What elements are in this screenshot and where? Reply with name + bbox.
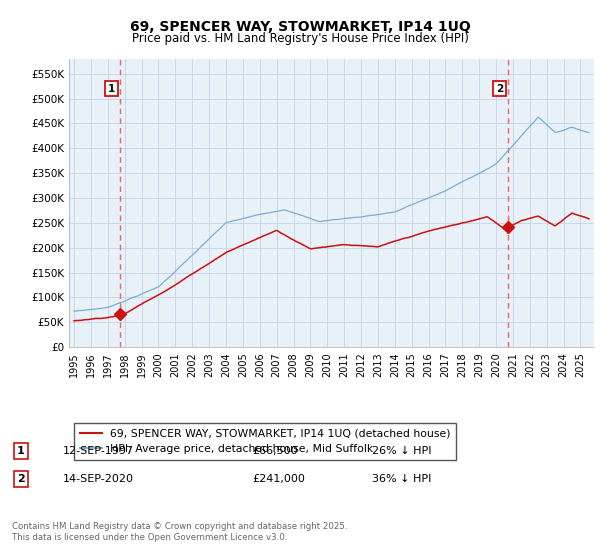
Text: £241,000: £241,000 — [252, 474, 305, 484]
Text: Price paid vs. HM Land Registry's House Price Index (HPI): Price paid vs. HM Land Registry's House … — [131, 32, 469, 45]
Text: Contains HM Land Registry data © Crown copyright and database right 2025.
This d: Contains HM Land Registry data © Crown c… — [12, 522, 347, 542]
Text: 26% ↓ HPI: 26% ↓ HPI — [372, 446, 431, 456]
Text: 12-SEP-1997: 12-SEP-1997 — [63, 446, 134, 456]
Text: 36% ↓ HPI: 36% ↓ HPI — [372, 474, 431, 484]
Text: 1: 1 — [17, 446, 25, 456]
Text: 2: 2 — [496, 83, 503, 94]
Text: £66,500: £66,500 — [252, 446, 298, 456]
Text: 2: 2 — [17, 474, 25, 484]
Text: 14-SEP-2020: 14-SEP-2020 — [63, 474, 134, 484]
Text: 1: 1 — [108, 83, 115, 94]
Text: 69, SPENCER WAY, STOWMARKET, IP14 1UQ: 69, SPENCER WAY, STOWMARKET, IP14 1UQ — [130, 20, 470, 34]
Legend: 69, SPENCER WAY, STOWMARKET, IP14 1UQ (detached house), HPI: Average price, deta: 69, SPENCER WAY, STOWMARKET, IP14 1UQ (d… — [74, 423, 456, 460]
